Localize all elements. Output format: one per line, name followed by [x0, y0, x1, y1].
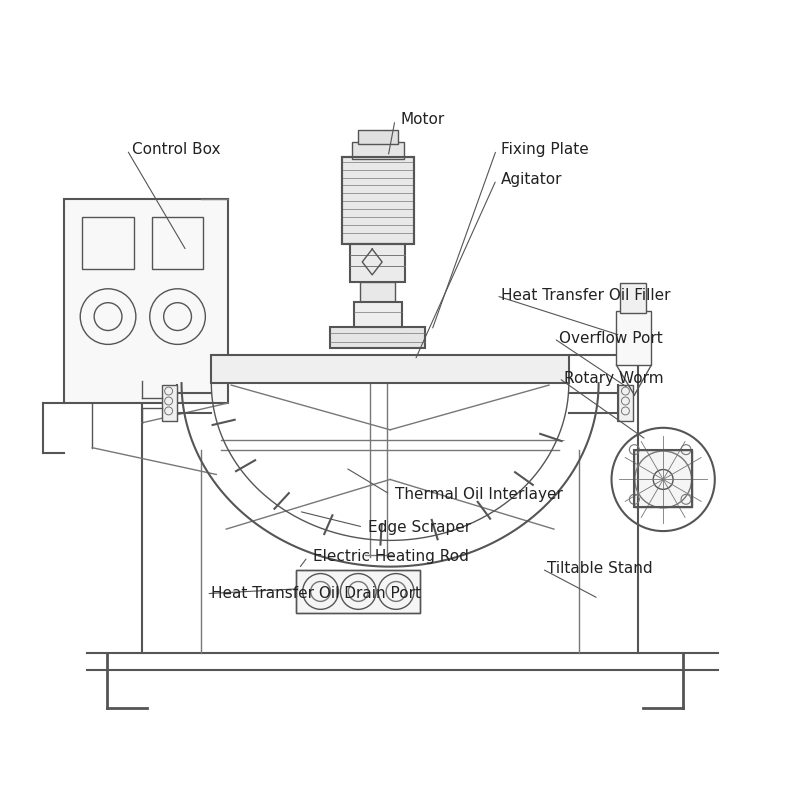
- Bar: [211, 355, 569, 383]
- Text: Edge Scraper: Edge Scraper: [368, 520, 471, 534]
- Text: Thermal Oil Interlayer: Thermal Oil Interlayer: [395, 487, 563, 502]
- Bar: [354, 302, 402, 326]
- Bar: [330, 326, 425, 348]
- Bar: [352, 142, 404, 158]
- Bar: [342, 157, 414, 244]
- Bar: [162, 385, 177, 421]
- Bar: [358, 130, 398, 144]
- Text: Heat Transfer Oil Filler: Heat Transfer Oil Filler: [502, 288, 670, 303]
- Text: Overflow Port: Overflow Port: [559, 331, 662, 346]
- Text: Control Box: Control Box: [132, 142, 220, 158]
- Bar: [618, 385, 634, 421]
- Bar: [82, 218, 134, 269]
- Text: Motor: Motor: [400, 113, 444, 127]
- Bar: [296, 570, 420, 614]
- Text: Tiltable Stand: Tiltable Stand: [547, 562, 653, 576]
- Bar: [350, 244, 405, 282]
- Bar: [296, 570, 420, 614]
- Text: Rotary Worm: Rotary Worm: [564, 370, 663, 386]
- Bar: [621, 283, 646, 313]
- Bar: [360, 282, 395, 302]
- Bar: [64, 199, 228, 403]
- Text: Heat Transfer Oil Drain Port: Heat Transfer Oil Drain Port: [211, 586, 422, 601]
- Text: Electric Heating Rod: Electric Heating Rod: [313, 550, 469, 565]
- Text: Agitator: Agitator: [502, 172, 562, 187]
- Bar: [634, 450, 692, 507]
- Bar: [634, 450, 692, 507]
- Bar: [152, 218, 203, 269]
- Bar: [342, 157, 414, 244]
- Text: Fixing Plate: Fixing Plate: [502, 142, 589, 158]
- Bar: [617, 310, 651, 366]
